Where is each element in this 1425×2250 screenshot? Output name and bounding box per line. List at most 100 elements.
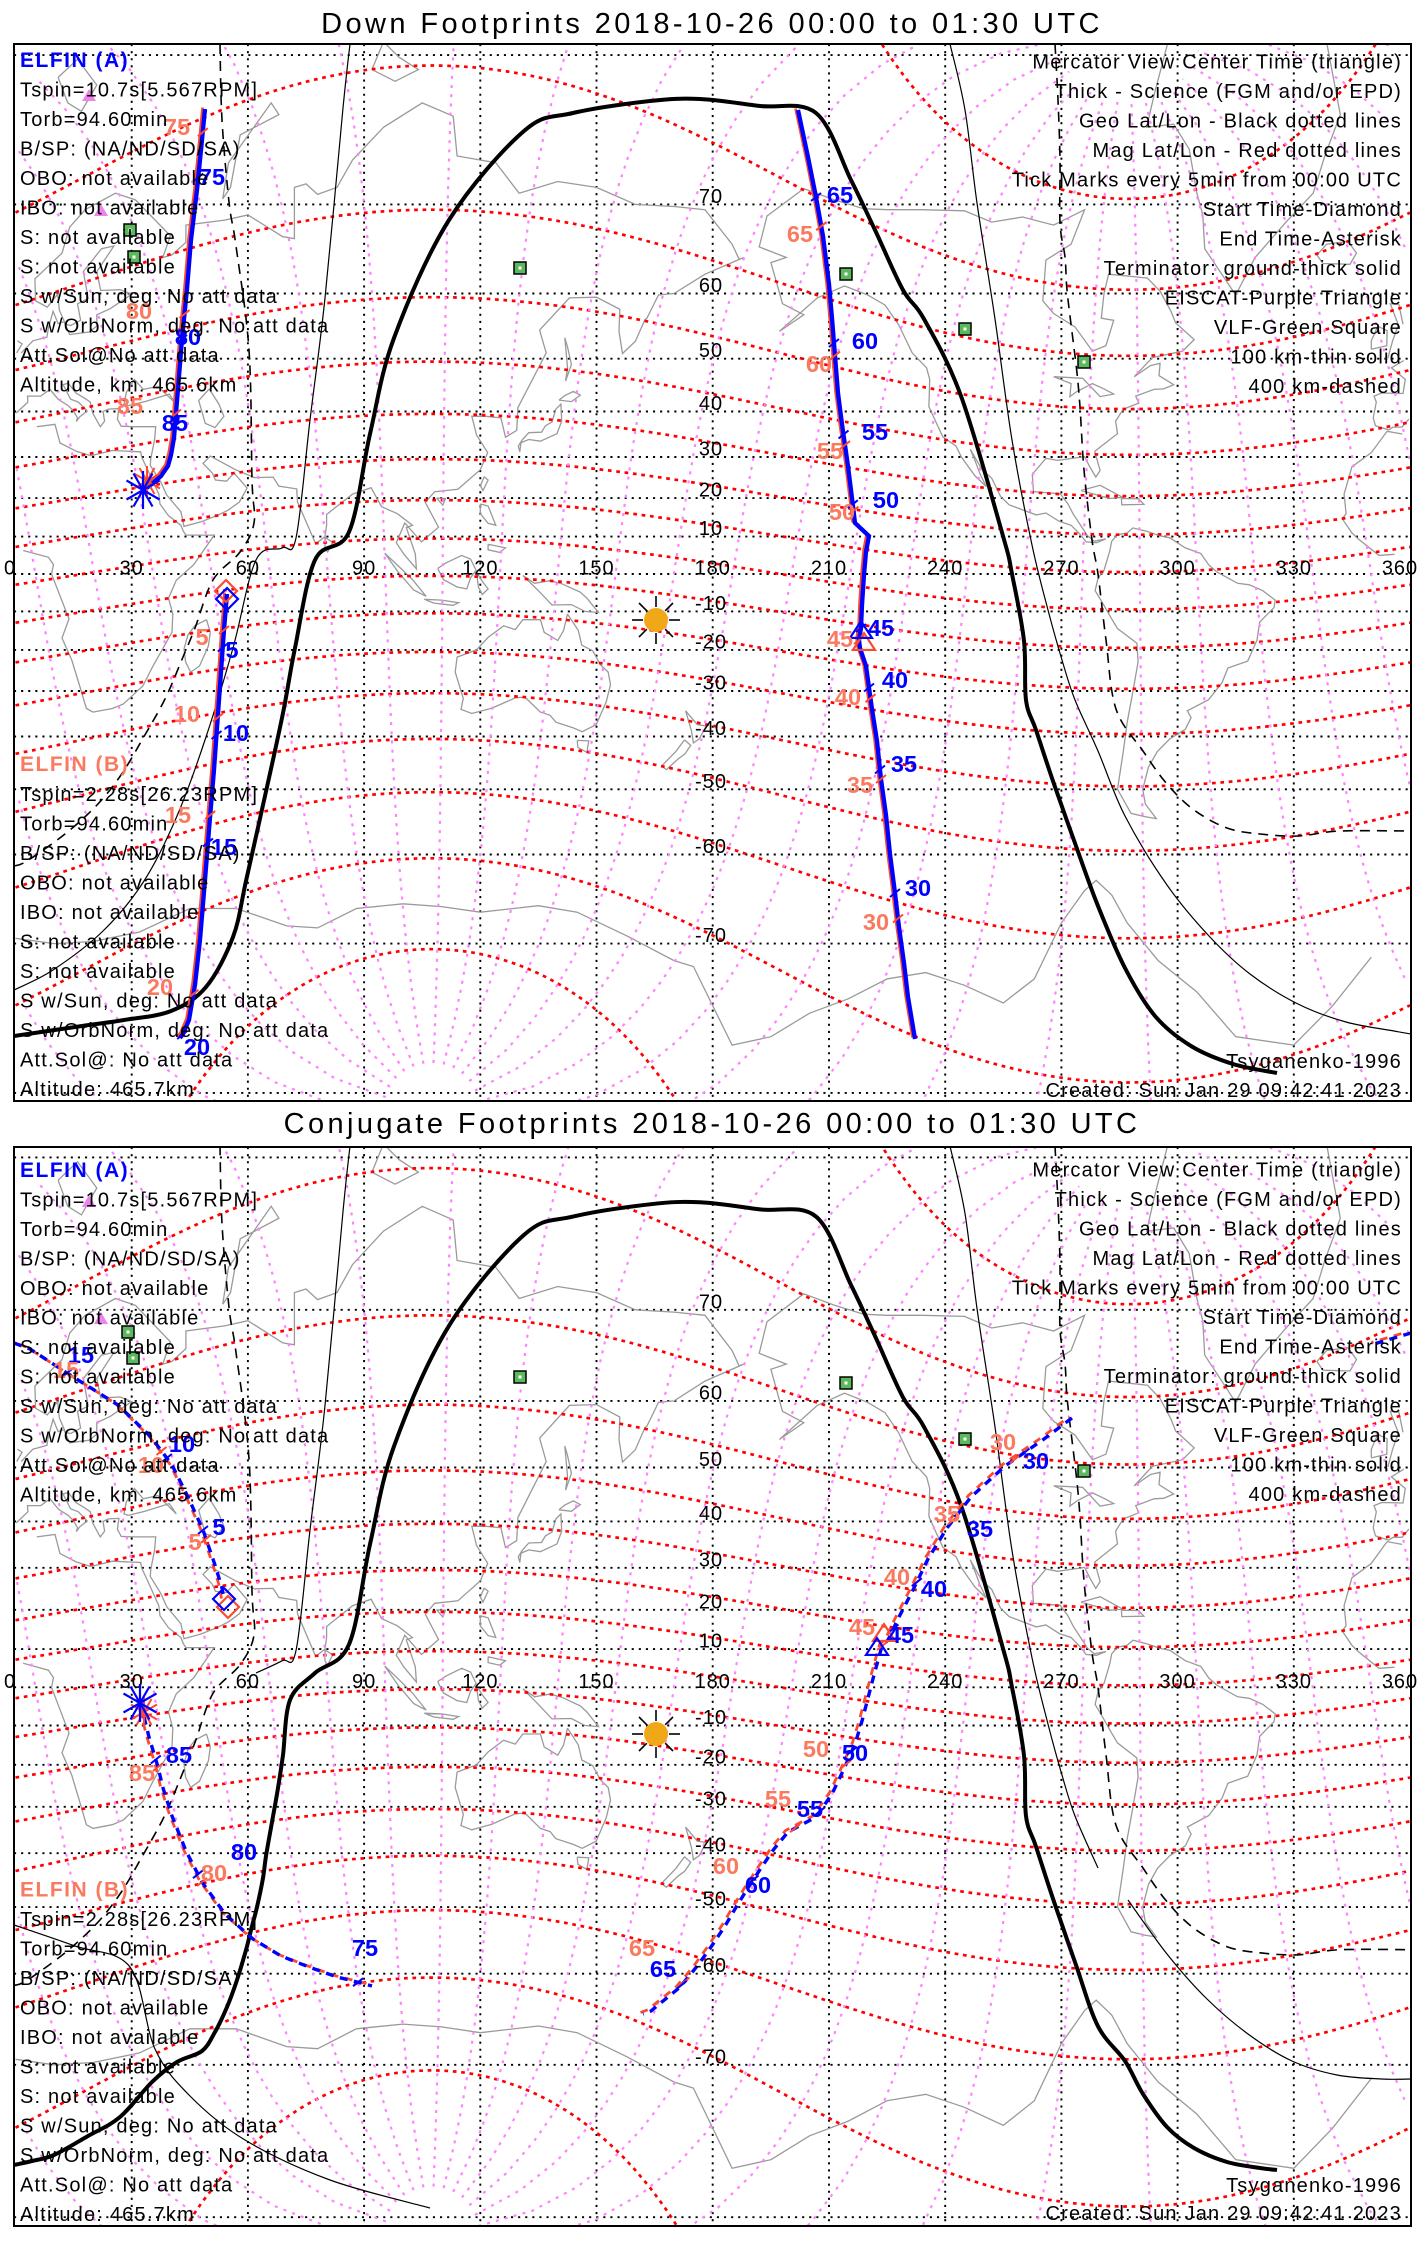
svg-text:300: 300: [1159, 558, 1195, 580]
svg-text:Tick Marks every 5min from 00:: Tick Marks every 5min from 00:00 UTC: [1012, 170, 1402, 192]
svg-text:Altitude: 465.7km: Altitude: 465.7km: [20, 2204, 195, 2226]
svg-text:45: 45: [827, 626, 853, 652]
svg-text:30: 30: [905, 875, 931, 901]
svg-text:S w/OrbNorm, deg: No att data: S w/OrbNorm, deg: No att data: [20, 316, 329, 338]
svg-text:50: 50: [699, 340, 723, 362]
svg-text:Torb=94.60min: Torb=94.60min: [20, 109, 168, 131]
svg-text:Down Footprints 2018-10-26 00:: Down Footprints 2018-10-26 00:00 to 01:3…: [321, 8, 1103, 40]
svg-text:End Time-Asterisk: End Time-Asterisk: [1219, 229, 1402, 251]
svg-text:70: 70: [699, 1291, 723, 1313]
svg-text:45: 45: [868, 615, 894, 641]
svg-text:35: 35: [847, 772, 873, 798]
svg-text:S: not available: S: not available: [20, 257, 176, 279]
svg-text:Torb=94.60min: Torb=94.60min: [20, 1219, 168, 1241]
svg-text:-40: -40: [695, 1835, 727, 1857]
svg-text:40: 40: [884, 1564, 910, 1590]
svg-text:Mag Lat/Lon - Red dotted lines: Mag Lat/Lon - Red dotted lines: [1092, 1248, 1402, 1270]
svg-text:Mag Lat/Lon - Red dotted lines: Mag Lat/Lon - Red dotted lines: [1092, 140, 1402, 162]
svg-text:30: 30: [863, 909, 889, 935]
svg-text:-30: -30: [695, 1788, 727, 1810]
svg-text:60: 60: [745, 1872, 771, 1898]
svg-text:30: 30: [699, 439, 723, 461]
svg-text:-10: -10: [695, 1707, 727, 1729]
svg-text:Tspin=2.28s[26.23RPM]: Tspin=2.28s[26.23RPM]: [20, 784, 258, 806]
svg-text:70: 70: [699, 186, 723, 208]
svg-text:S: not available: S: not available: [20, 1367, 176, 1389]
svg-text:EISCAT-Purple Triangle: EISCAT-Purple Triangle: [1165, 288, 1402, 310]
svg-text:40: 40: [835, 684, 861, 710]
svg-text:85: 85: [117, 393, 143, 419]
svg-text:150: 150: [578, 558, 614, 580]
svg-text:400 km-dashed: 400 km-dashed: [1249, 1484, 1402, 1506]
svg-text:80: 80: [126, 298, 152, 324]
svg-text:-50: -50: [695, 1889, 727, 1911]
svg-text:-70: -70: [695, 925, 727, 947]
svg-text:80: 80: [231, 1839, 257, 1865]
svg-text:100 km-thin solid: 100 km-thin solid: [1230, 347, 1402, 369]
svg-text:85: 85: [162, 410, 188, 436]
svg-text:Att.Sol@: No att data: Att.Sol@: No att data: [20, 2175, 233, 2197]
svg-text:Tspin=10.7s[5.567RPM]: Tspin=10.7s[5.567RPM]: [20, 80, 258, 102]
svg-text:Geo Lat/Lon - Black dotted lin: Geo Lat/Lon - Black dotted lines: [1079, 1219, 1402, 1241]
svg-text:IBO: not available: IBO: not available: [20, 902, 199, 924]
svg-text:S w/Sun, deg: No att data: S w/Sun, deg: No att data: [20, 286, 278, 308]
svg-text:-10: -10: [695, 593, 727, 615]
svg-text:VLF-Green Square: VLF-Green Square: [1214, 317, 1402, 339]
svg-text:270: 270: [1043, 1671, 1079, 1693]
svg-text:10: 10: [169, 1431, 195, 1457]
svg-text:65: 65: [787, 221, 813, 247]
svg-text:50: 50: [699, 1449, 723, 1471]
svg-text:Torb=94.60min: Torb=94.60min: [20, 1939, 168, 1961]
svg-text:IBO: not available: IBO: not available: [20, 2027, 199, 2049]
svg-text:10: 10: [699, 1631, 723, 1653]
svg-text:Created: Sun Jan 29 09:42:41 2: Created: Sun Jan 29 09:42:41 2023: [1045, 1080, 1402, 1102]
svg-text:30: 30: [699, 1549, 723, 1571]
svg-text:-60: -60: [695, 836, 727, 858]
svg-text:35: 35: [967, 1516, 993, 1542]
svg-text:30: 30: [1023, 1448, 1049, 1474]
svg-text:210: 210: [811, 1671, 847, 1693]
svg-text:Conjugate Footprints 2018-10-2: Conjugate Footprints 2018-10-26 00:00 to…: [284, 1108, 1141, 1140]
svg-text:150: 150: [578, 1671, 614, 1693]
svg-text:40: 40: [699, 393, 723, 415]
svg-text:45: 45: [888, 1622, 914, 1648]
svg-text:ELFIN (B): ELFIN (B): [20, 753, 129, 776]
svg-text:S w/Sun, deg: No att data: S w/Sun, deg: No att data: [20, 2116, 278, 2138]
svg-text:Tsyganenko-1996: Tsyganenko-1996: [1226, 1051, 1402, 1073]
svg-text:400 km-dashed: 400 km-dashed: [1249, 376, 1402, 398]
svg-text:S: not available: S: not available: [20, 1337, 176, 1359]
svg-text:40: 40: [882, 667, 908, 693]
svg-text:-40: -40: [695, 718, 727, 740]
svg-text:20: 20: [147, 974, 173, 1000]
svg-text:15: 15: [68, 1342, 94, 1368]
svg-text:75: 75: [199, 164, 225, 190]
svg-text:Mercator View Center Time (tri: Mercator View Center Time (triangle): [1032, 52, 1402, 74]
svg-text:40: 40: [921, 1576, 947, 1602]
svg-text:330: 330: [1276, 558, 1312, 580]
svg-text:360: 360: [1382, 1671, 1418, 1693]
svg-text:-50: -50: [695, 771, 727, 793]
svg-text:45: 45: [849, 1614, 875, 1640]
svg-text:-20: -20: [695, 631, 727, 653]
svg-text:180: 180: [695, 558, 731, 580]
svg-text:60: 60: [236, 1671, 260, 1693]
svg-text:Altitude, km: 465.6km: Altitude, km: 465.6km: [20, 1485, 238, 1507]
svg-text:55: 55: [862, 419, 888, 445]
svg-text:OBO: not available: OBO: not available: [20, 168, 209, 190]
svg-text:60: 60: [699, 275, 723, 297]
svg-text:80: 80: [201, 1860, 227, 1886]
svg-text:Att.Sol@No att data: Att.Sol@No att data: [20, 1455, 220, 1477]
svg-text:120: 120: [462, 558, 498, 580]
svg-text:Altitude: 465.7km: Altitude: 465.7km: [20, 1079, 195, 1101]
svg-text:20: 20: [184, 1034, 210, 1060]
svg-text:-60: -60: [695, 1955, 727, 1977]
svg-text:360: 360: [1382, 558, 1418, 580]
svg-text:Geo Lat/Lon - Black dotted lin: Geo Lat/Lon - Black dotted lines: [1079, 111, 1402, 133]
svg-text:100 km-thin solid: 100 km-thin solid: [1230, 1455, 1402, 1477]
svg-text:S w/OrbNorm, deg: No att data: S w/OrbNorm, deg: No att data: [20, 1426, 329, 1448]
svg-text:Thick - Science (FGM and/or EP: Thick - Science (FGM and/or EPD): [1055, 1189, 1402, 1211]
svg-text:Start Time-Diamond: Start Time-Diamond: [1203, 1307, 1402, 1329]
svg-text:Terminator: ground-thick solid: Terminator: ground-thick solid: [1104, 1366, 1402, 1388]
svg-text:65: 65: [827, 182, 853, 208]
svg-text:20: 20: [699, 1591, 723, 1613]
